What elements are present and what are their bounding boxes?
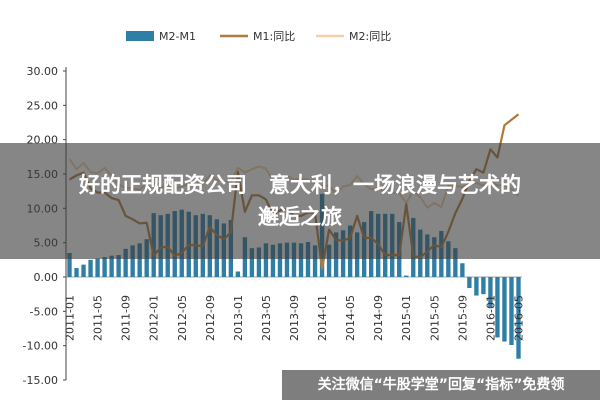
bar-m2-m1	[116, 255, 121, 277]
bar-m2-m1	[88, 259, 93, 277]
bar-m2-m1	[291, 242, 297, 277]
bar-m2-m1	[460, 263, 465, 277]
y-tick-label: 0.00	[34, 271, 59, 284]
legend-swatch-diff	[126, 31, 154, 41]
bar-m2-m1	[277, 243, 283, 277]
x-tick-label: 2012-05	[176, 295, 189, 341]
bar-m2-m1	[74, 268, 79, 277]
bar-m2-m1	[326, 244, 332, 277]
bar-m2-m1	[298, 243, 304, 277]
x-tick-label: 2011-01	[64, 295, 77, 341]
bar-m2-m1	[488, 277, 493, 308]
x-tick-label: 2015-09	[456, 295, 469, 341]
x-tick-label: 2013-05	[260, 295, 273, 341]
y-tick-label: 30.00	[27, 65, 59, 78]
bar-m2-m1	[509, 277, 514, 345]
x-tick-label: 2014-01	[316, 295, 329, 341]
bar-m2-m1	[109, 255, 114, 277]
legend-label-diff: M2-M1	[159, 30, 196, 43]
bar-m2-m1	[270, 244, 276, 277]
bar-m2-m1	[123, 248, 128, 277]
x-tick-label: 2015-05	[428, 295, 441, 341]
legend-label-m1: M1:同比	[253, 30, 295, 43]
overlay-headline-line-2: 邂逅之旅	[258, 205, 342, 229]
overlay-headline-line-1: 好的正规配资公司 意大利，一场浪漫与艺术的	[79, 173, 521, 197]
bar-m2-m1	[67, 252, 72, 277]
x-tick-label: 2012-01	[148, 295, 161, 341]
x-tick-label: 2015-01	[400, 295, 413, 341]
bar-m2-m1	[516, 277, 521, 359]
overlay-headline: 好的正规配资公司 意大利，一场浪漫与艺术的 邂逅之旅	[0, 143, 600, 259]
bar-m2-m1	[102, 257, 107, 277]
legend-label-m2: M2:同比	[349, 30, 391, 43]
bar-m2-m1	[137, 243, 142, 277]
bar-m2-m1	[263, 243, 269, 277]
bar-m2-m1	[453, 248, 458, 277]
bar-m2-m1	[404, 275, 409, 277]
bar-m2-m1	[474, 277, 479, 296]
bar-m2-m1	[235, 271, 241, 277]
y-tick-label: -10.00	[23, 340, 58, 353]
bar-m2-m1	[256, 247, 262, 277]
bar-m2-m1	[312, 245, 318, 277]
x-tick-label: 2016-05	[512, 295, 525, 341]
x-tick-label: 2011-09	[120, 295, 133, 341]
x-tick-label: 2011-05	[92, 295, 105, 341]
x-tick-label: 2013-01	[232, 295, 245, 341]
bar-m2-m1	[502, 277, 507, 342]
bar-m2-m1	[249, 248, 255, 277]
bar-m2-m1	[284, 242, 290, 277]
y-tick-label: -5.00	[30, 305, 58, 318]
x-tick-label: 2016-01	[484, 295, 497, 341]
bar-m2-m1	[495, 277, 500, 338]
bar-m2-m1	[130, 245, 135, 277]
x-tick-label: 2012-09	[204, 295, 217, 341]
y-tick-label: 25.00	[27, 99, 59, 112]
y-tick-label: -15.00	[23, 374, 58, 387]
x-tick-label: 2014-05	[344, 295, 357, 341]
bar-m2-m1	[481, 277, 486, 295]
x-tick-label: 2013-09	[288, 295, 301, 341]
bar-m2-m1	[446, 241, 451, 277]
x-tick-label: 2014-09	[372, 295, 385, 341]
bar-m2-m1	[305, 241, 311, 277]
bar-m2-m1	[81, 264, 86, 277]
watermark-banner: 关注微信“牛股学堂”回复“指标”免费领	[282, 370, 600, 400]
bar-m2-m1	[467, 277, 472, 288]
bar-m2-m1	[95, 258, 100, 277]
